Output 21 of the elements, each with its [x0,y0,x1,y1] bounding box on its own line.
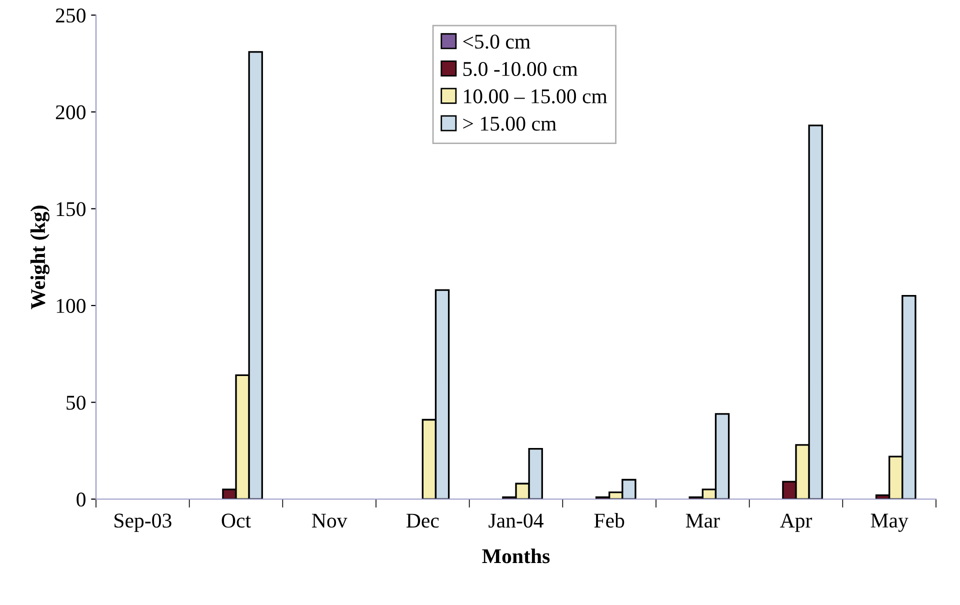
x-tick-label: Dec [406,514,439,528]
y-tick-label: 50 [66,396,86,410]
x-axis-title: Months [482,548,550,564]
legend-label: <5.0 cm [463,34,530,49]
y-tick-label: 0 [76,492,86,507]
legend-label: 10.00 – 15.00 cm [464,89,608,104]
x-tick-label: May [870,514,908,532]
y-tick-label: 200 [56,105,86,120]
x-tick-label: Jan-04 [488,514,544,528]
x-tick-label: Feb [594,513,624,528]
x-tick-label: Apr [780,514,812,532]
legend-label: > 15.00 cm [463,116,556,131]
x-tick-label: Oct [222,514,251,528]
y-tick-label: 150 [56,202,86,216]
x-tick-label: Sep-03 [114,514,172,532]
legend-label: 5.0 -10.00 cm [463,62,578,76]
y-axis-title: Weight (kg) [30,206,50,310]
x-tick-label: Nov [312,514,348,528]
y-tick-label: 250 [56,8,86,23]
y-tick-label: 100 [56,298,86,313]
x-tick-label: Mar [686,514,720,528]
